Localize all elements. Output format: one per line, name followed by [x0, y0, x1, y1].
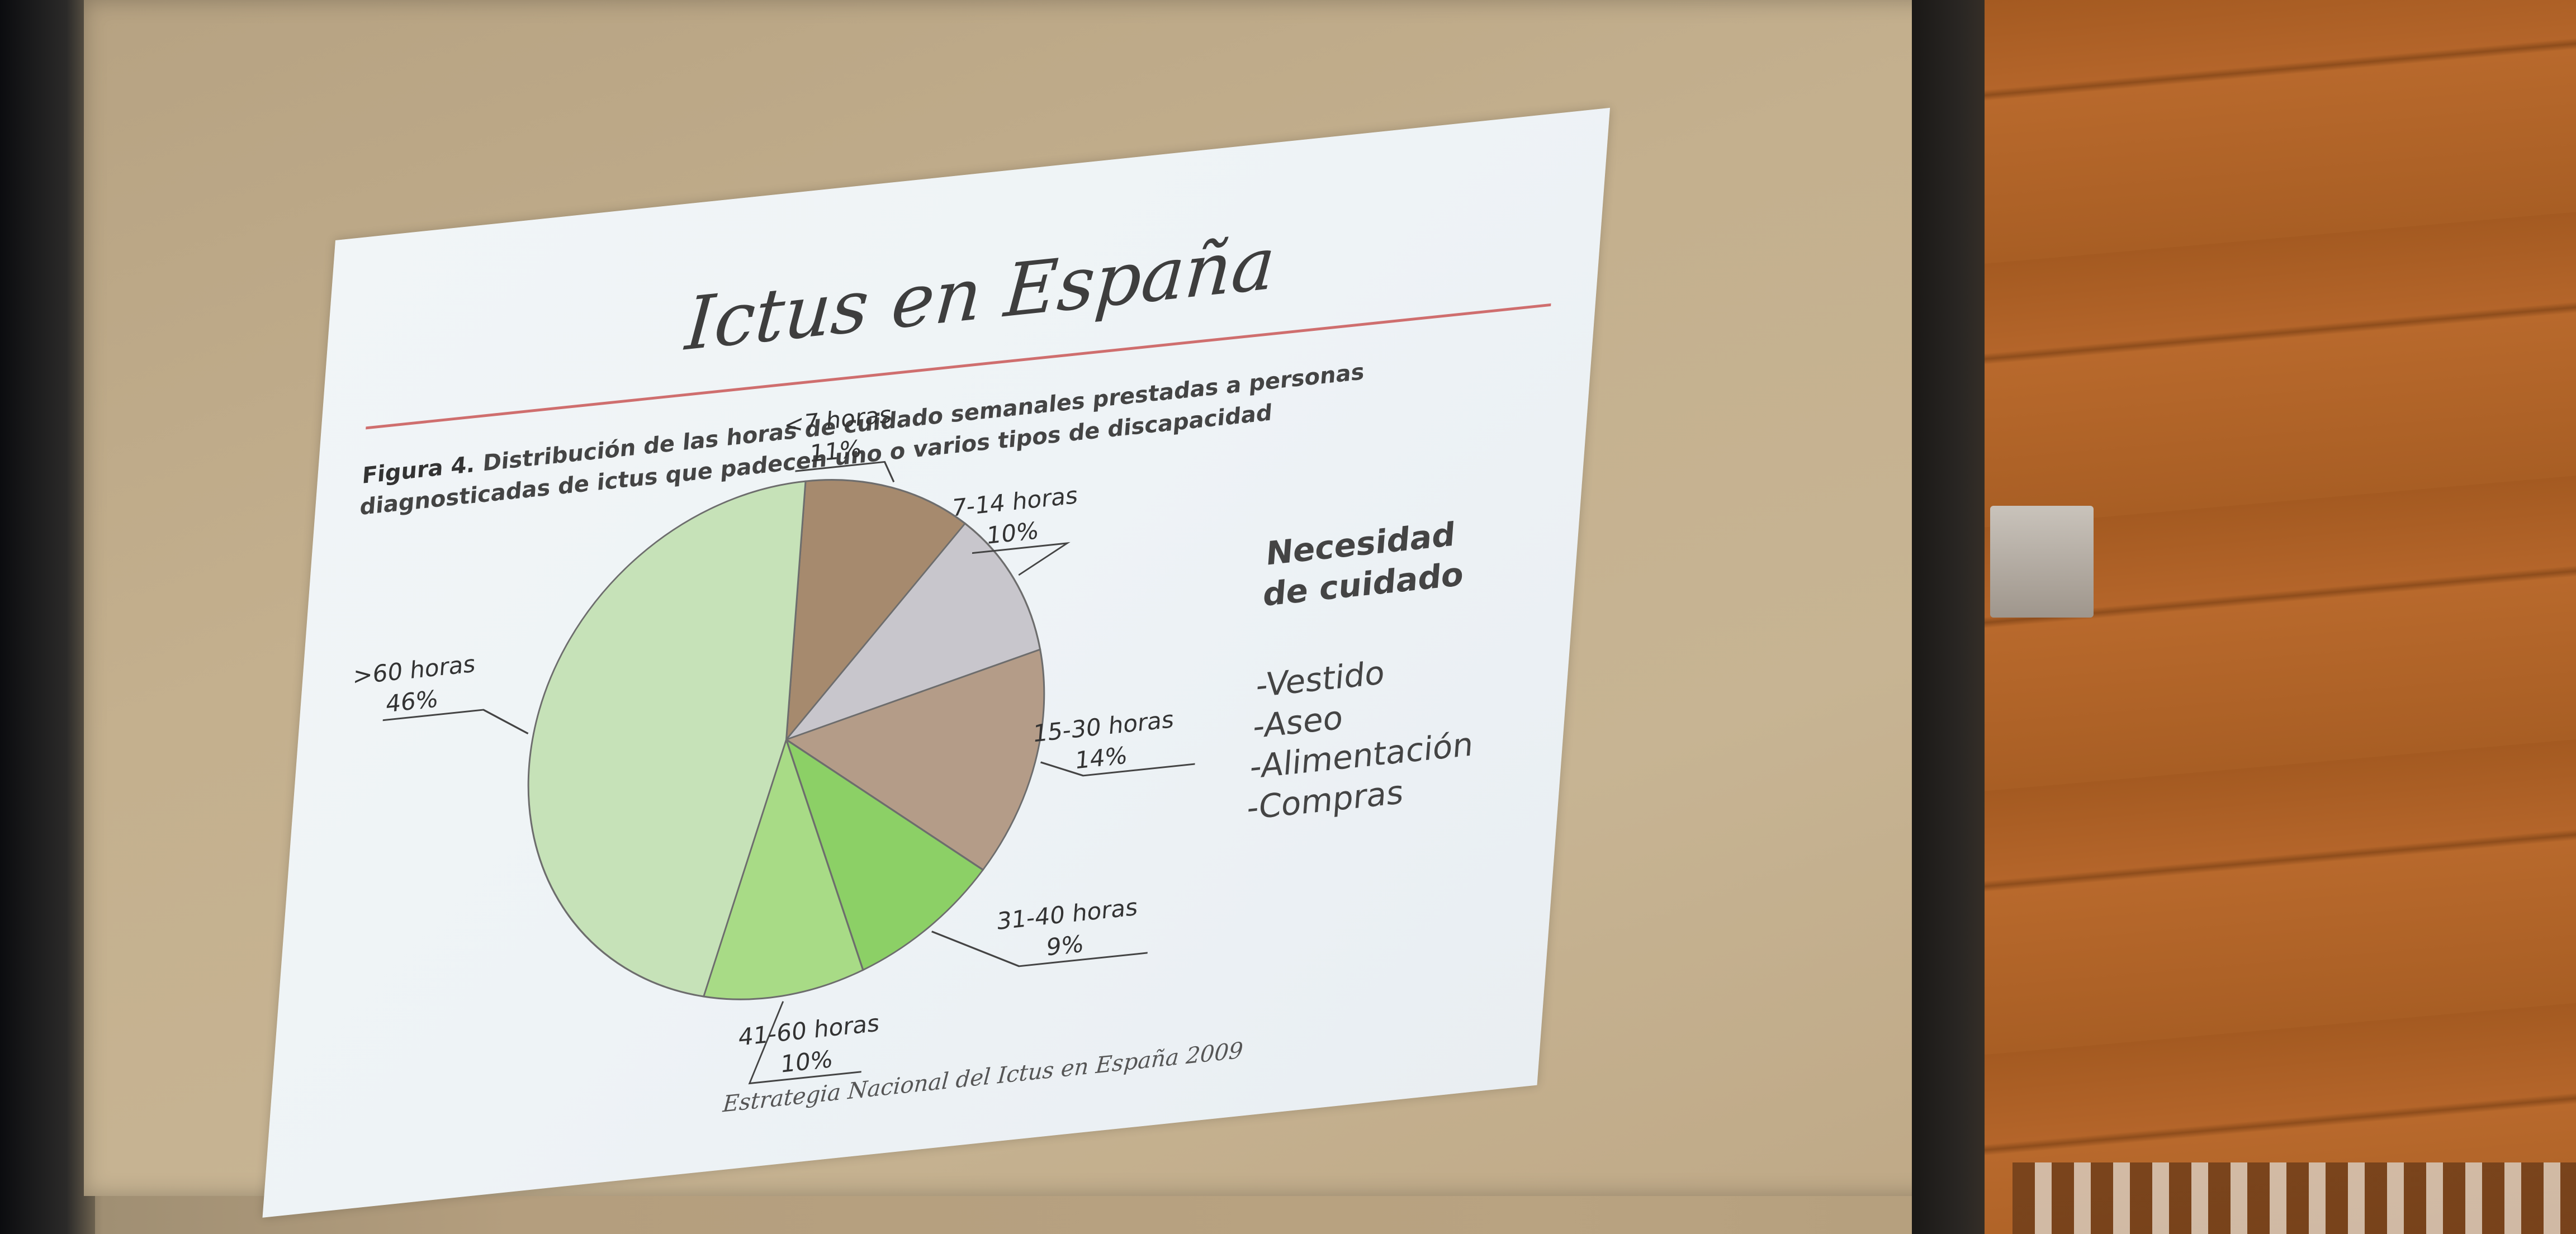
- pie-slice-5: [527, 480, 807, 998]
- pie-label-5: >60 horas: [352, 650, 477, 690]
- pie-percent-3: 9%: [1045, 930, 1085, 961]
- wall-sign: [1990, 506, 2094, 618]
- pie-leader-2: [1040, 761, 1195, 777]
- projected-slide: Ictus en España Figura 4. Distribución d…: [262, 107, 1610, 1218]
- pie-percent-4: 10%: [779, 1045, 834, 1078]
- pie-leader-1: [972, 542, 1071, 576]
- pie-percent-5: 46%: [385, 685, 439, 718]
- pie-percent-2: 14%: [1074, 742, 1128, 775]
- pie-percent-0: 11%: [808, 435, 863, 468]
- care-needs-box: Necesidad de cuidado -Vestido -Aseo -Ali…: [1246, 504, 1558, 829]
- screen-frame: [1912, 0, 1996, 1234]
- pie-slice-3: [784, 737, 984, 971]
- vent-grille: [2012, 1162, 2576, 1234]
- pie-slice-1: [784, 522, 1041, 742]
- room-wall-left: [0, 0, 95, 1234]
- pie-label-2: 15-30 horas: [1032, 705, 1175, 747]
- pie-label-4: 41-60 horas: [737, 1009, 880, 1051]
- care-needs-list: -Vestido -Aseo -Alimentación -Compras: [1246, 635, 1549, 829]
- pie-label-1: 7-14 horas: [951, 481, 1079, 521]
- pie-leader-4: [748, 1001, 861, 1085]
- pie-label-3: 31-40 horas: [996, 893, 1139, 935]
- pie-label-0: <7 horas: [783, 400, 893, 439]
- pie-leader-0: [795, 461, 895, 483]
- pie-percent-1: 10%: [986, 516, 1040, 549]
- pie-leader-5: [382, 709, 529, 735]
- pie-slice-4: [702, 737, 864, 1000]
- pie-leader-3: [931, 931, 1148, 967]
- pie-slice-0: [785, 479, 967, 742]
- pie-slice-2: [784, 648, 1045, 871]
